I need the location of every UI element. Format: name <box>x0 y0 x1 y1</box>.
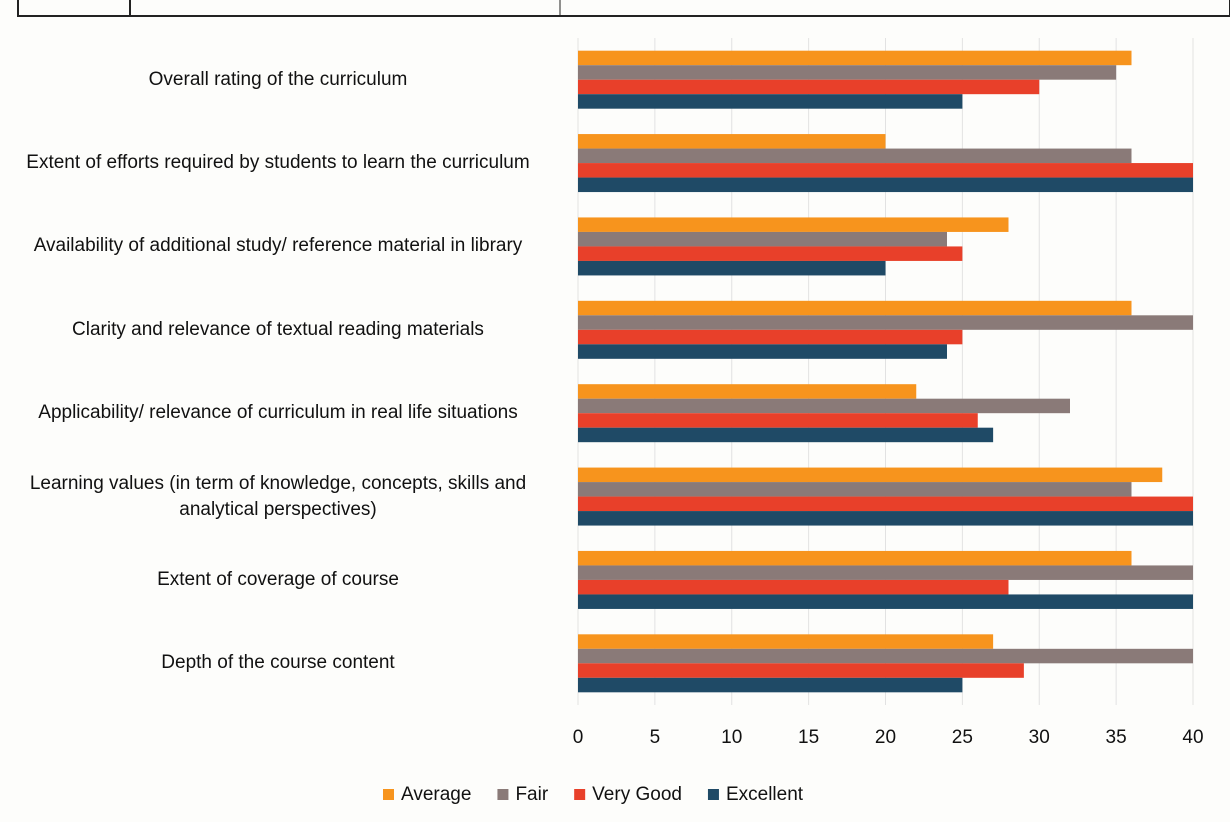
category-label: Extent of coverage of course <box>0 567 556 593</box>
bar <box>578 677 963 693</box>
x-tick-label: 30 <box>1029 727 1050 748</box>
bar <box>578 329 963 345</box>
category-label: Depth of the course content <box>0 650 556 676</box>
category-text: Availability of additional study/ refere… <box>33 235 523 257</box>
x-tick-label: 35 <box>1106 727 1127 748</box>
category-text: Applicability/ relevance of curriculum i… <box>38 402 518 424</box>
bar <box>578 344 947 359</box>
legend-label: Average <box>401 784 471 805</box>
x-tick-label: 40 <box>1182 727 1203 748</box>
legend-label: Excellent <box>726 784 804 805</box>
bar <box>578 134 886 149</box>
bar <box>578 413 978 428</box>
bar <box>578 427 994 443</box>
table-border <box>17 0 1230 17</box>
bar <box>578 511 1193 526</box>
legend-label: Very Good <box>592 784 682 805</box>
legend-swatch <box>497 789 509 800</box>
category-text: Overall rating of the curriculum <box>148 68 408 90</box>
bar <box>578 79 1040 95</box>
bar <box>578 246 963 261</box>
x-tick-label: 20 <box>875 727 896 748</box>
legend: Average Fair Very Good Excellent <box>383 784 804 805</box>
bar <box>578 482 1132 497</box>
legend-swatch <box>383 789 394 800</box>
bar <box>578 315 1193 330</box>
category-text: Clarity and relevance of textual reading… <box>72 318 484 340</box>
x-tick-label: 10 <box>721 727 742 748</box>
bar <box>578 634 994 649</box>
category-text: Depth of the course content <box>161 652 395 674</box>
bar <box>578 663 1024 678</box>
category-text: Learning values (in term of knowledge, c… <box>29 472 527 520</box>
bar <box>578 177 1193 193</box>
legend-swatch <box>707 789 719 800</box>
category-label: Learning values (in term of knowledge, c… <box>0 471 556 523</box>
bar <box>578 300 1132 316</box>
bar <box>578 65 1117 80</box>
bar <box>578 398 1070 414</box>
legend-label: Fair <box>515 784 548 805</box>
bar <box>578 231 947 247</box>
bar <box>578 260 886 276</box>
bar <box>578 565 1193 580</box>
bar <box>578 384 917 399</box>
x-tick-label: 15 <box>798 727 819 748</box>
bar <box>578 648 1193 664</box>
bar <box>578 217 1009 232</box>
bar <box>578 50 1132 66</box>
bar <box>578 467 1163 483</box>
bar <box>578 579 1009 595</box>
category-label: Overall rating of the curriculum <box>0 67 556 93</box>
category-label: Clarity and relevance of textual reading… <box>0 317 556 343</box>
category-label: Applicability/ relevance of curriculum i… <box>0 400 556 426</box>
legend-swatch <box>574 789 586 800</box>
bar <box>578 163 1193 178</box>
bar <box>578 496 1193 512</box>
bar <box>578 594 1193 609</box>
bar <box>578 148 1132 164</box>
bar <box>578 550 1132 566</box>
x-tick-label: 0 <box>573 727 584 748</box>
category-label: Availability of additional study/ refere… <box>0 233 556 259</box>
category-text: Extent of efforts required by students t… <box>26 152 530 174</box>
category-label: Extent of efforts required by students t… <box>0 150 556 176</box>
x-tick-label: 25 <box>952 727 973 748</box>
bar <box>578 94 963 109</box>
x-tick-label: 5 <box>650 727 661 748</box>
category-text: Extent of coverage of course <box>157 568 399 590</box>
